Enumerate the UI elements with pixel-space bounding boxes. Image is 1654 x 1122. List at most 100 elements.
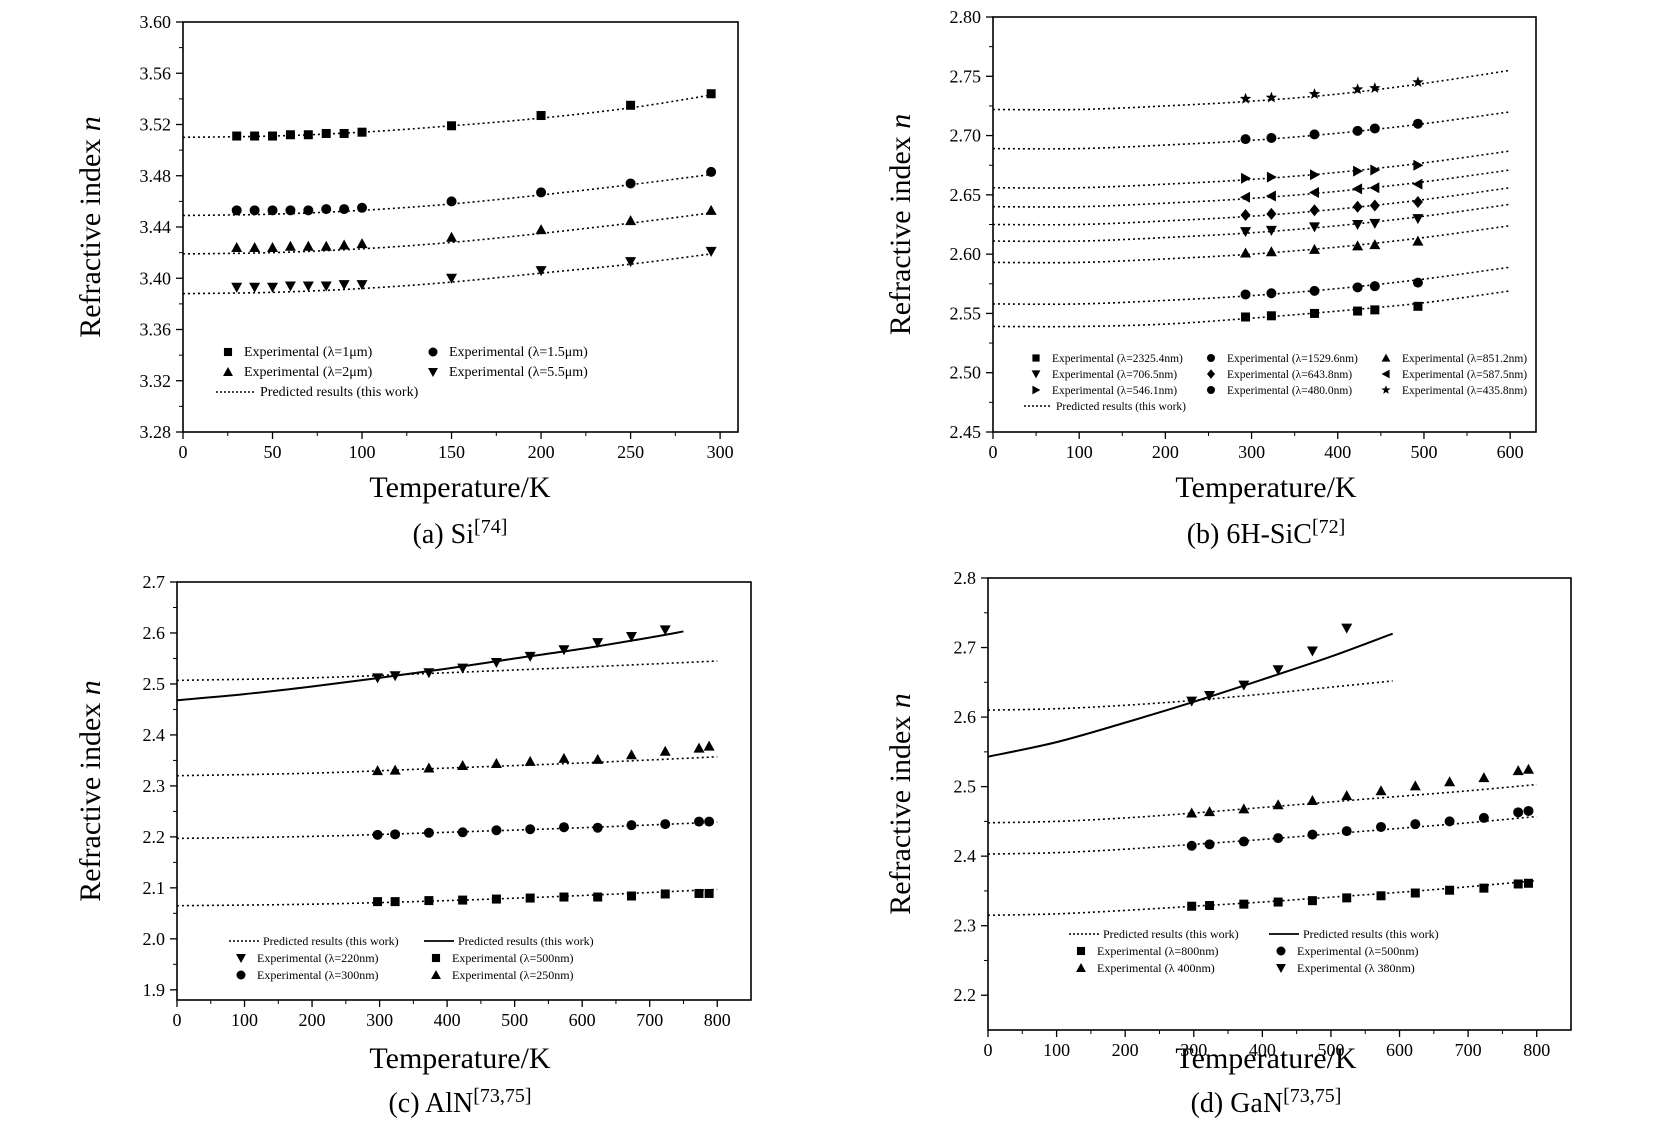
- x-tick-label: 700: [1455, 1040, 1482, 1060]
- data-point-triangle-up: [1265, 246, 1277, 257]
- predicted-dotted-curve: [176, 756, 718, 777]
- data-point-triangle-up: [356, 238, 368, 249]
- data-point-circle: [1309, 285, 1320, 296]
- data-point-square: [458, 895, 468, 905]
- data-point-triangle-up: [1306, 795, 1318, 806]
- panel-caption-text: (b) 6H-SiC: [1187, 519, 1312, 550]
- legend-marker-triangle-up: [1381, 353, 1391, 362]
- x-tick-label: 800: [704, 1010, 731, 1030]
- data-point-diamond: [1369, 199, 1380, 212]
- legend-marker-square: [223, 347, 233, 357]
- data-point-triangle-down: [320, 281, 332, 292]
- data-point-triangle-left: [1265, 190, 1276, 202]
- data-point-triangle-down: [490, 658, 502, 669]
- x-tick-label: 200: [1152, 442, 1179, 462]
- data-point-triangle-down: [659, 625, 671, 636]
- legend-marker-triangle-right: [1032, 385, 1041, 395]
- y-tick-label: 2.3: [954, 916, 977, 936]
- data-point-square: [447, 121, 457, 131]
- data-point-circle: [704, 816, 715, 827]
- data-point-circle: [1273, 833, 1284, 844]
- panel-caption-reference: [72]: [1312, 516, 1345, 538]
- x-tick-label: 200: [528, 442, 555, 462]
- data-point-triangle-down: [457, 663, 469, 674]
- legend-label: Experimental (λ=851.2nm): [1402, 353, 1527, 365]
- data-point-square: [373, 897, 383, 907]
- x-axis-title: Temperature/K: [369, 471, 550, 504]
- legend-label: Experimental (λ=250nm): [452, 968, 574, 982]
- y-tick-label: 3.44: [140, 217, 172, 237]
- legend-marker-circle: [236, 970, 246, 980]
- x-tick-label: 200: [299, 1010, 326, 1030]
- data-point-triangle-up: [1352, 240, 1364, 251]
- data-point-triangle-up: [592, 753, 604, 764]
- data-point-triangle-down: [284, 281, 296, 292]
- data-point-triangle-up: [625, 215, 637, 226]
- data-point-triangle-down: [524, 651, 536, 662]
- data-point-square: [250, 131, 260, 141]
- data-point-triangle-right: [1370, 164, 1381, 176]
- data-point-square: [525, 893, 535, 903]
- data-point-square: [1307, 896, 1317, 906]
- data-point-circle: [491, 825, 502, 836]
- y-axis-title-variable: n: [74, 680, 107, 695]
- data-point-triangle-down: [1204, 691, 1216, 702]
- data-point-square: [268, 131, 278, 141]
- y-tick-label: 2.0: [143, 929, 166, 949]
- legend-label: Predicted results (this work): [1056, 401, 1186, 413]
- x-tick-label: 300: [366, 1010, 393, 1030]
- legend-label: Experimental (λ=1529.6nm): [1227, 353, 1358, 365]
- panel-caption-reference: [74]: [474, 516, 507, 538]
- legend: Experimental (λ=1μm) Experimental (λ=1.5μ…: [216, 345, 588, 400]
- data-point-circle: [372, 829, 383, 840]
- data-point-circle: [525, 824, 536, 835]
- data-point-triangle-down: [535, 266, 547, 277]
- data-point-triangle-up: [1512, 765, 1524, 776]
- data-point-triangle-down: [1186, 696, 1198, 707]
- data-point-triangle-up: [1186, 807, 1198, 818]
- legend-label: Experimental (λ=5.5μm): [449, 365, 588, 380]
- panel-caption-reference: [73,75]: [1283, 1085, 1341, 1107]
- predicted-dotted-curve: [992, 224, 1511, 264]
- data-point-square: [424, 896, 434, 906]
- legend-marker-triangle-down: [428, 367, 438, 377]
- data-point-triangle-down: [1265, 225, 1277, 236]
- legend-marker-square: [1076, 946, 1086, 956]
- data-point-triangle-down: [249, 282, 261, 293]
- data-point-triangle-down: [231, 282, 243, 293]
- data-point-circle: [592, 822, 603, 833]
- data-point-triangle-down: [1352, 220, 1364, 230]
- data-point-triangle-right: [1266, 171, 1277, 183]
- legend-label: Experimental (λ=1μm): [244, 345, 373, 360]
- data-point-triangle-up: [267, 242, 279, 252]
- legend-marker-triangle-down: [1031, 370, 1041, 379]
- data-point-circle: [626, 820, 637, 831]
- y-tick-label: 2.45: [950, 422, 982, 442]
- y-tick-label: 2.65: [950, 185, 982, 205]
- data-point-triangle-up: [302, 240, 314, 251]
- data-point-circle: [1266, 132, 1277, 143]
- y-tick-label: 2.4: [143, 725, 166, 745]
- data-point-square: [559, 892, 569, 902]
- x-tick-label: 250: [617, 442, 644, 462]
- x-tick-label: 300: [1238, 442, 1265, 462]
- data-point-triangle-down: [625, 632, 637, 643]
- legend-label: Experimental (λ 400nm): [1097, 961, 1215, 975]
- legend-marker-circle: [1276, 946, 1286, 956]
- y-axis-title: Refractive index n: [884, 114, 917, 336]
- legend: Experimental (λ=2325.4nm) Experimental (λ…: [1024, 353, 1527, 413]
- data-point-triangle-up: [457, 760, 469, 771]
- data-point-square: [390, 897, 400, 907]
- data-point-triangle-down: [1238, 680, 1250, 691]
- y-tick-label: 3.28: [140, 422, 172, 442]
- y-tick-label: 2.7: [954, 638, 977, 658]
- legend: Predicted results (this work) Predicted r…: [1069, 927, 1439, 975]
- y-axis-title-variable: n: [884, 693, 917, 708]
- panel-caption: (a) Si[74]: [413, 516, 508, 550]
- y-axis-title: Refractive index n: [74, 116, 107, 338]
- legend-label: Experimental (λ=435.8nm): [1402, 385, 1527, 397]
- data-point-triangle-up: [524, 755, 536, 766]
- legend-marker-triangle-up: [223, 367, 233, 377]
- y-tick-label: 2.7: [143, 572, 166, 592]
